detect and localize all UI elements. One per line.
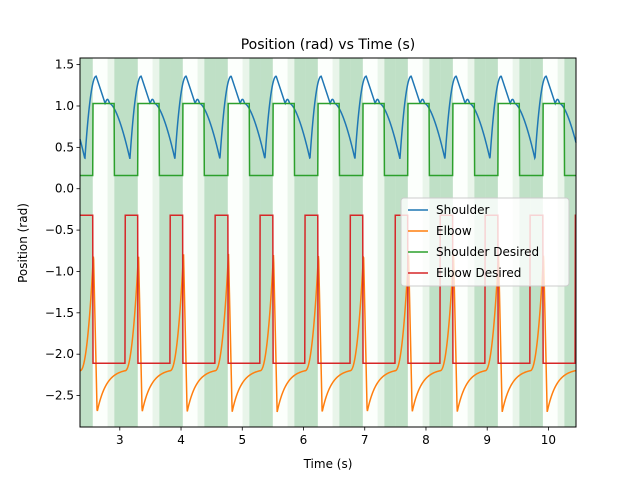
phase-band: [242, 58, 250, 427]
y-tick-label: 0.0: [55, 182, 74, 196]
legend: Shoulder Elbow Shoulder Desired Elbow Desir…: [400, 197, 570, 287]
phase-band: [287, 58, 295, 427]
x-axis-label: Time (s): [303, 457, 353, 471]
phase-band: [294, 58, 306, 427]
x-tick-label: 10: [541, 433, 556, 447]
y-axis-label: Position (rad): [16, 203, 30, 283]
phase-band: [80, 58, 93, 427]
x-axis-ticks: 3 4 5 6 7 8 9 10: [116, 427, 556, 447]
legend-label: Shoulder: [436, 203, 490, 217]
legend-label: Elbow: [436, 224, 472, 238]
y-tick-label: −2.5: [45, 389, 74, 403]
y-tick-label: −1.5: [45, 306, 74, 320]
y-tick-label: 0.5: [55, 140, 74, 154]
x-tick-label: 6: [300, 433, 308, 447]
y-tick-label: −2.0: [45, 347, 74, 361]
series-shoulder: [79, 75, 577, 161]
phase-band: [92, 58, 108, 427]
phase-band: [170, 58, 183, 427]
phase-band: [564, 58, 576, 427]
phase-band: [159, 58, 171, 427]
phase-band: [317, 58, 333, 427]
x-tick-label: 3: [116, 433, 124, 447]
phase-band: [384, 58, 396, 427]
phase-band: [114, 58, 126, 427]
x-tick-label: 8: [422, 433, 430, 447]
legend-label: Elbow Desired: [436, 266, 521, 280]
series-shoulder-desired: [80, 102, 576, 177]
y-tick-label: 1.0: [55, 99, 74, 113]
y-tick-label: −0.5: [45, 223, 74, 237]
phase-band: [197, 58, 205, 427]
phase-band: [350, 58, 363, 427]
x-tick-label: 4: [177, 433, 185, 447]
y-axis-ticks: 1.5 1.0 0.5 0.0 −0.5 −1.0 −1.5 −2.0 −2.5: [45, 58, 80, 403]
phase-band: [125, 58, 138, 427]
phase-band: [204, 58, 216, 427]
phase-band: [227, 58, 243, 427]
x-tick-label: 9: [483, 433, 491, 447]
phase-band: [305, 58, 318, 427]
phase-band: [152, 58, 160, 427]
series-elbow: [79, 253, 577, 413]
legend-label: Shoulder Desired: [436, 245, 539, 259]
y-tick-label: 1.5: [55, 58, 74, 72]
phase-band: [332, 58, 340, 427]
phase-band: [339, 58, 351, 427]
y-tick-label: −1.0: [45, 264, 74, 278]
x-tick-label: 7: [361, 433, 369, 447]
plot-frame: [79, 57, 577, 428]
legend-box: [400, 197, 570, 287]
phase-band: [137, 58, 153, 427]
phase-band: [377, 58, 385, 427]
phase-band: [107, 58, 115, 427]
phase-band: [272, 58, 288, 427]
phase-band: [182, 58, 198, 427]
phase-band: [215, 58, 228, 427]
phase-band: [362, 58, 378, 427]
phase-band: [260, 58, 273, 427]
chart-title: Position (rad) vs Time (s): [241, 37, 416, 53]
x-tick-label: 5: [238, 433, 246, 447]
phase-band: [249, 58, 261, 427]
